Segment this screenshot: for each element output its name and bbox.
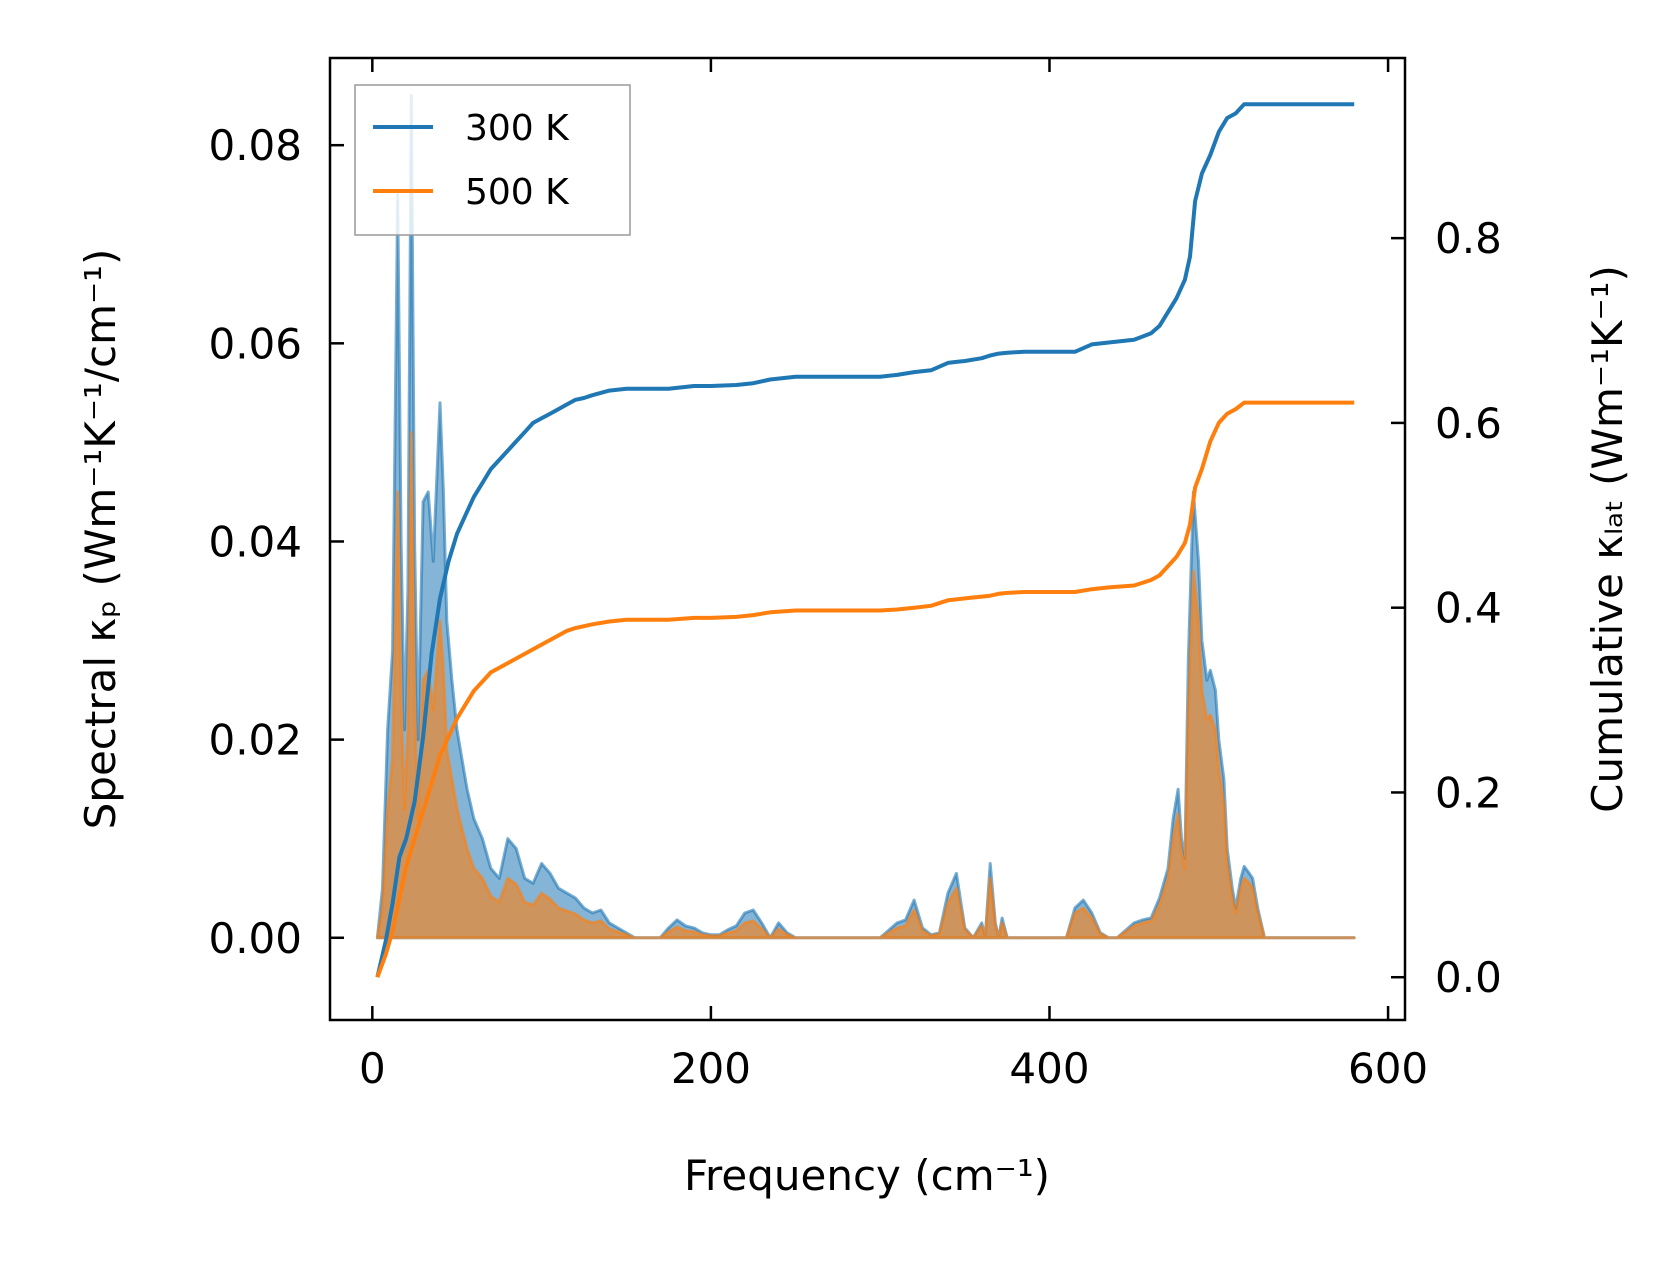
x-tick-label: 200 (671, 1044, 751, 1093)
x-tick-label: 400 (1009, 1044, 1089, 1093)
y-tick-label-left: 0.04 (208, 517, 302, 566)
spectral-area-500k (375, 431, 1356, 940)
x-tick-label: 600 (1348, 1044, 1428, 1093)
axis-ticks (330, 58, 1405, 1020)
legend: 300 K 500 K (354, 84, 631, 236)
y-tick-label-left: 0.02 (208, 716, 302, 765)
y-tick-label-left: 0.06 (208, 319, 302, 368)
axis-tick-labels: 0 200 400 600 0.00 0.02 0.04 0.06 0.08 0.0 0.2 0.4 0… (208, 121, 1501, 1093)
y-tick-label-right: 0.8 (1435, 214, 1502, 263)
y-axis-right-title: Cumulative κₗₐₜ (Wm⁻¹K⁻¹) (1583, 265, 1632, 813)
cumulative-line-300k (375, 102, 1355, 978)
y-tick-label-right: 0.6 (1435, 399, 1502, 448)
y-tick-label-right: 0.2 (1435, 768, 1502, 817)
x-axis-title: Frequency (cm⁻¹) (684, 1151, 1050, 1200)
legend-label-500k: 500 K (465, 172, 570, 213)
y-tick-label-left: 0.08 (208, 121, 302, 170)
y-tick-label-right: 0.0 (1435, 953, 1502, 1002)
x-tick-label: 0 (359, 1044, 386, 1093)
legend-label-300k: 300 K (465, 108, 570, 149)
y-tick-label-left: 0.00 (208, 914, 302, 963)
y-tick-label-right: 0.4 (1435, 584, 1502, 633)
cumulative-line-layer (375, 102, 1355, 978)
cumulative-line-500k (375, 400, 1355, 978)
y-axis-left-title: Spectral κₚ (Wm⁻¹K⁻¹/cm⁻¹) (76, 249, 125, 830)
spectral-fill-layer (375, 94, 1356, 940)
legend-box (354, 84, 631, 236)
plot-frame (328, 56, 1407, 1022)
